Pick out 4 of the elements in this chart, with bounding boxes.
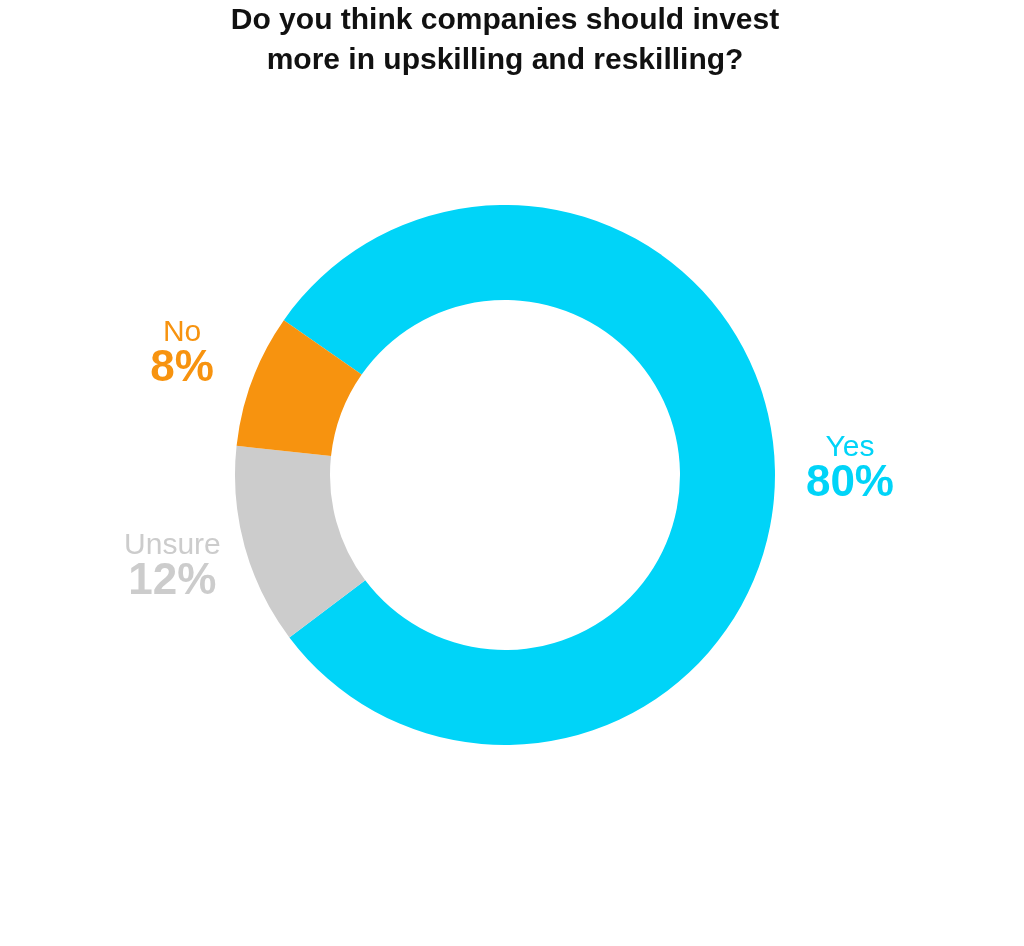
donut-slice: [235, 445, 366, 638]
donut-slice: [236, 320, 362, 457]
chart-title: Do you think companies should invest more in upskilling and reskilling?: [230, 2, 780, 75]
donut-slice: [283, 205, 775, 745]
